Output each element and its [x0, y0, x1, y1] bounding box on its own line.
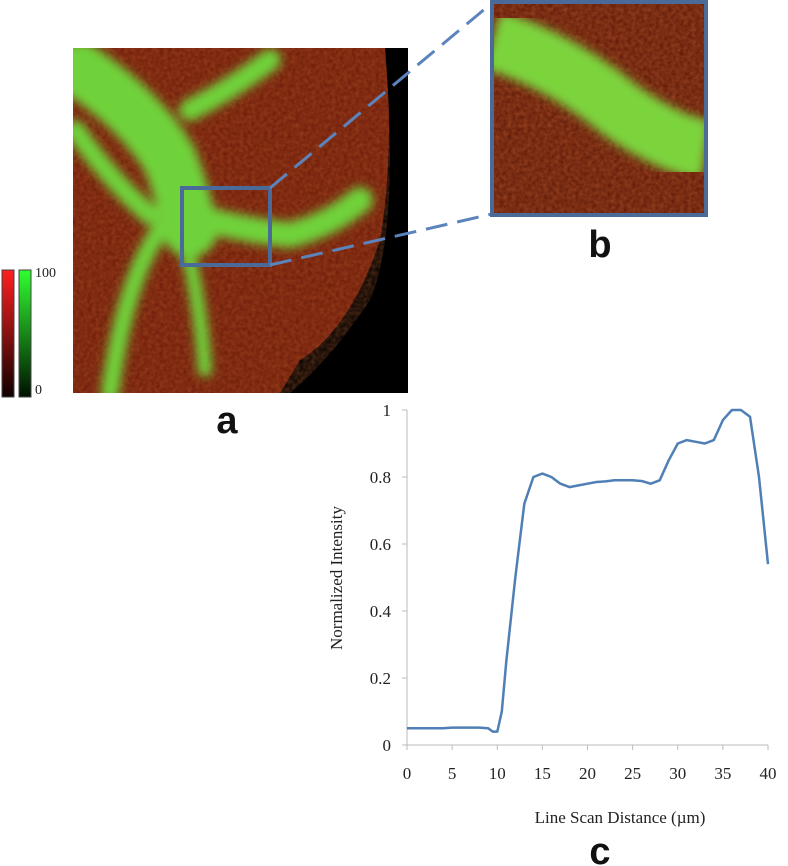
micrograph-b — [492, 2, 706, 215]
image-frame — [490, 0, 708, 217]
x-tick-label: 30 — [669, 764, 686, 783]
y-tick-label: 0.2 — [370, 669, 391, 688]
panel-label: b — [588, 224, 611, 266]
x-tick-label: 0 — [403, 764, 412, 783]
y-tick-label: 0.8 — [370, 468, 391, 487]
x-tick-label: 40 — [760, 764, 777, 783]
micrograph-a — [73, 48, 408, 393]
y-axis-title: Normalized Intensity — [327, 506, 346, 650]
line-chart: Line Scan Distance (µm) Normalized Inten… — [327, 401, 777, 827]
panel-label: c — [589, 831, 610, 866]
colorbar-label: 100 — [35, 266, 56, 281]
colorbar-label: 0 — [35, 383, 42, 398]
x-tick-label: 5 — [448, 764, 457, 783]
x-tick-label: 35 — [714, 764, 731, 783]
y-tick-label: 0 — [383, 736, 392, 755]
zoom-box — [180, 186, 272, 267]
zoom-line — [269, 212, 493, 267]
y-tick-label: 1 — [383, 401, 392, 420]
panel-label: a — [216, 400, 238, 442]
y-tick-label: 0.6 — [370, 535, 391, 554]
x-tick-label: 20 — [579, 764, 596, 783]
x-tick-label: 10 — [489, 764, 506, 783]
zoom-line — [269, 1, 493, 190]
x-tick-label: 15 — [534, 764, 551, 783]
colorbar-green — [18, 269, 32, 398]
data-line — [407, 408, 770, 733]
x-axis-title: Line Scan Distance (µm) — [535, 808, 706, 827]
y-tick-label: 0.4 — [370, 602, 392, 621]
colorbar-red — [1, 269, 15, 398]
x-tick-label: 25 — [624, 764, 641, 783]
